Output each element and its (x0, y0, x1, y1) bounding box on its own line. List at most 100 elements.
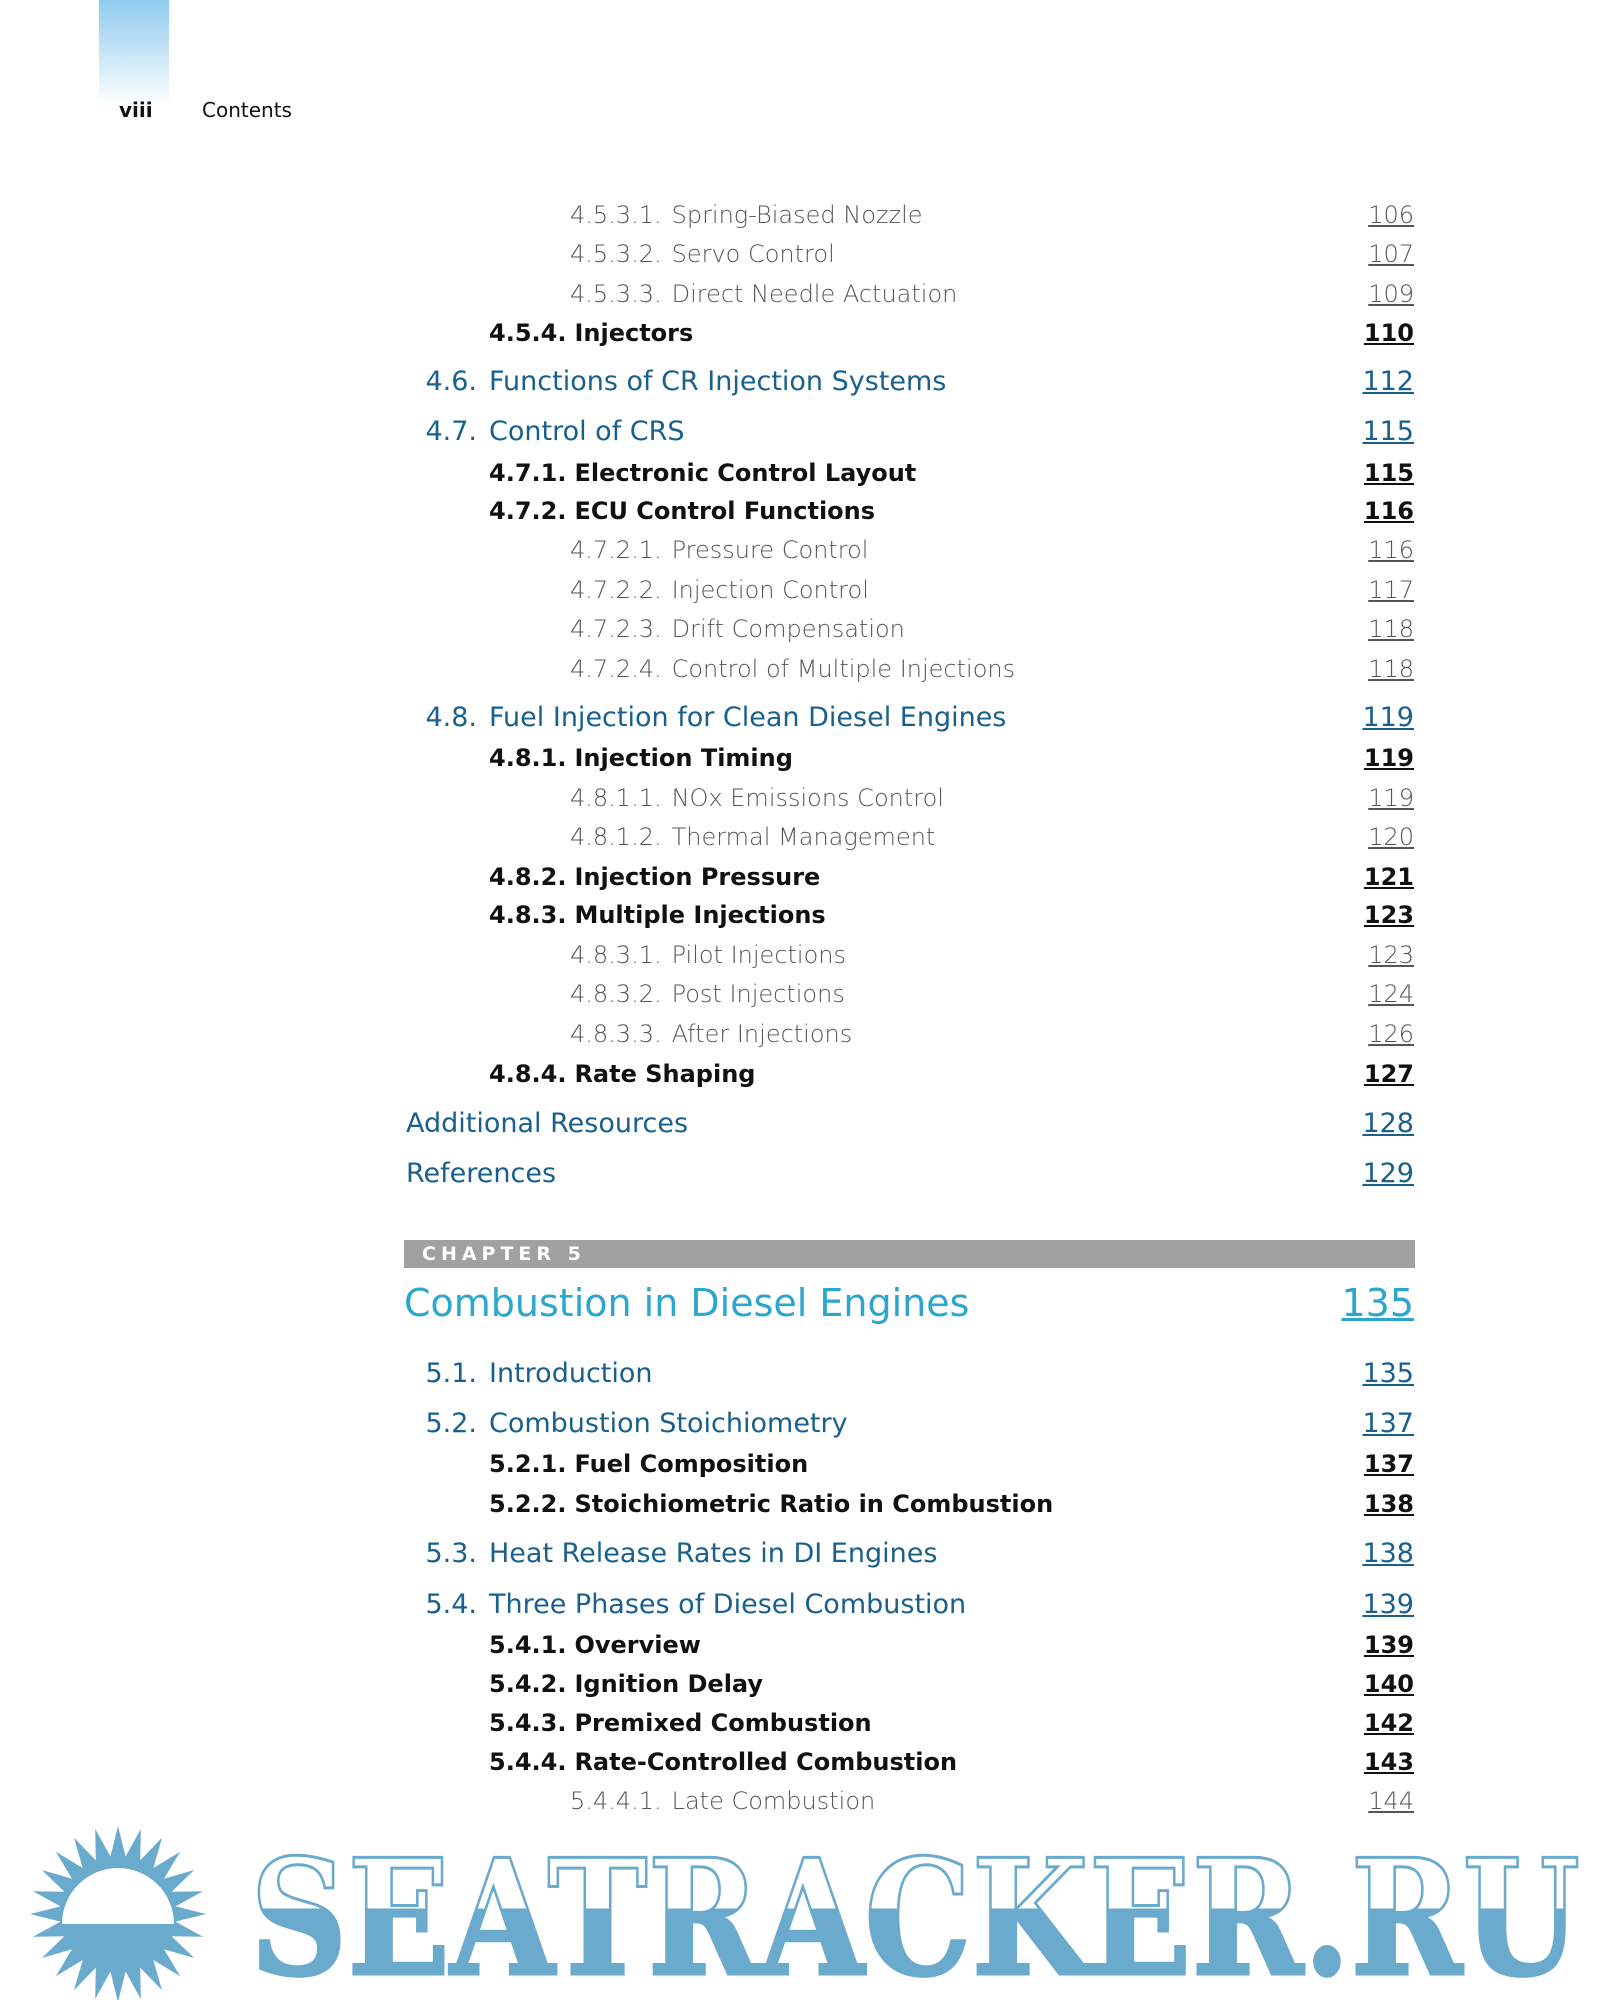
entry-page-link[interactable]: 123 (1368, 941, 1414, 969)
entry-page-link[interactable]: 139 (1363, 1631, 1414, 1659)
entry-number: 4.8.4. (489, 1060, 567, 1088)
toc-entry[interactable]: 4.8.1. Injection Timing 119 (404, 740, 1414, 776)
entry-page-link[interactable]: 129 (1362, 1158, 1414, 1189)
toc-entry[interactable]: 5.4.4. Rate-Controlled Combustion 143 (404, 1744, 1414, 1780)
entry-page-link[interactable]: 118 (1368, 615, 1414, 643)
toc-entry[interactable]: 4.6. Functions of CR Injection Systems 112 (404, 364, 1414, 400)
entry-number: 4.5.3.1. (570, 201, 662, 229)
toc-entry[interactable]: 5.1. Introduction 135 (404, 1356, 1414, 1392)
toc-entry[interactable]: 5.4.3. Premixed Combustion 142 (404, 1705, 1414, 1741)
entry-number: 4.8.3.2. (570, 980, 662, 1008)
entry-page-link[interactable]: 110 (1363, 319, 1414, 347)
toc-entry[interactable]: 4.8.4. Rate Shaping 127 (404, 1056, 1414, 1092)
entry-page-link[interactable]: 144 (1368, 1787, 1414, 1815)
entry-page-link[interactable]: 119 (1363, 744, 1414, 772)
chapter-title-row[interactable]: Combustion in Diesel Engines 135 (404, 1278, 1414, 1328)
entry-title: NOx Emissions Control (671, 784, 944, 812)
toc-entry[interactable]: 4.7.2.1. Pressure Control 116 (404, 532, 1414, 568)
toc-entry[interactable]: 5.4.4.1. Late Combustion 144 (404, 1783, 1414, 1819)
entry-number: 4.8.3.1. (570, 941, 662, 969)
entry-page-link[interactable]: 115 (1362, 416, 1414, 447)
entry-page-link[interactable]: 127 (1363, 1060, 1414, 1088)
entry-page-link[interactable]: 126 (1368, 1020, 1414, 1048)
toc-entry[interactable]: 4.8.3. Multiple Injections 123 (404, 897, 1414, 933)
toc-entry[interactable]: 5.2.1. Fuel Composition 137 (404, 1446, 1414, 1482)
entry-page-link[interactable]: 137 (1362, 1408, 1414, 1439)
entry-page-link[interactable]: 116 (1368, 536, 1414, 564)
entry-page-link[interactable]: 139 (1362, 1589, 1414, 1620)
entry-number: 5.4.2. (489, 1670, 567, 1698)
entry-title: Injection Timing (574, 744, 793, 772)
toc-entry[interactable]: 4.8.3.1. Pilot Injections 123 (404, 937, 1414, 973)
entry-title: References (406, 1158, 557, 1189)
entry-page-link[interactable]: 118 (1368, 655, 1414, 683)
toc-entry[interactable]: 5.4.2. Ignition Delay 140 (404, 1666, 1414, 1702)
entry-page-link[interactable]: 107 (1368, 240, 1414, 268)
entry-page-link[interactable]: 138 (1363, 1490, 1414, 1518)
entry-page-link[interactable]: 128 (1362, 1108, 1414, 1139)
entry-title: Multiple Injections (574, 901, 826, 929)
toc-entry[interactable]: 4.7.1. Electronic Control Layout 115 (404, 455, 1414, 491)
entry-number: 5.4.3. (489, 1709, 567, 1737)
entry-number: 4.8.1.2. (570, 823, 662, 851)
toc-entry[interactable]: 4.7.2.2. Injection Control 117 (404, 572, 1414, 608)
entry-page-link[interactable]: 137 (1363, 1450, 1414, 1478)
entry-title: After Injections (671, 1020, 853, 1048)
toc-entry[interactable]: 4.7. Control of CRS 115 (404, 414, 1414, 450)
toc-entry[interactable]: 4.7.2.3. Drift Compensation 118 (404, 611, 1414, 647)
entry-title: Three Phases of Diesel Combustion (489, 1589, 967, 1620)
toc-entry[interactable]: Additional Resources 128 (404, 1106, 1414, 1142)
toc-entry[interactable]: 4.7.2.4. Control of Multiple Injections 11… (404, 651, 1414, 687)
toc-entry[interactable]: 4.8.3.2. Post Injections 124 (404, 976, 1414, 1012)
entry-page-link[interactable]: 142 (1363, 1709, 1414, 1737)
toc-entry[interactable]: 4.5.3.1. Spring-Biased Nozzle 106 (404, 197, 1414, 233)
toc-entry[interactable]: 5.4. Three Phases of Diesel Combustion 139 (404, 1587, 1414, 1623)
chapter-title: Combustion in Diesel Engines (404, 1281, 970, 1325)
entry-page-link[interactable]: 112 (1362, 366, 1414, 397)
entry-page-link[interactable]: 135 (1362, 1358, 1414, 1389)
entry-number: 4.7.2. (489, 497, 567, 525)
toc-entry[interactable]: 4.8.1.2. Thermal Management 120 (404, 819, 1414, 855)
entry-page-link[interactable]: 106 (1368, 201, 1414, 229)
entry-page-link[interactable]: 119 (1368, 784, 1414, 812)
entry-number: 4.8.1.1. (570, 784, 662, 812)
entry-page-link[interactable]: 123 (1363, 901, 1414, 929)
toc-entry[interactable]: 4.5.4. Injectors 110 (404, 315, 1414, 351)
entry-title: Introduction (489, 1358, 653, 1389)
entry-page-link[interactable]: 120 (1368, 823, 1414, 851)
entry-title: Injection Control (671, 576, 869, 604)
entry-number: 5.4.4. (489, 1748, 567, 1776)
entry-page-link[interactable]: 109 (1368, 280, 1414, 308)
entry-page-link[interactable]: 115 (1363, 459, 1414, 487)
entry-title: Pilot Injections (671, 941, 846, 969)
toc-entry[interactable]: 4.7.2. ECU Control Functions 116 (404, 493, 1414, 529)
chapter-page-link[interactable]: 135 (1341, 1281, 1414, 1325)
entry-page-link[interactable]: 140 (1363, 1670, 1414, 1698)
entry-title: Drift Compensation (671, 615, 905, 643)
entry-page-link[interactable]: 143 (1363, 1748, 1414, 1776)
watermark-text: SEATRACKER.RU (250, 1824, 1580, 2000)
entry-page-link[interactable]: 116 (1363, 497, 1414, 525)
toc-entry[interactable]: 5.2.2. Stoichiometric Ratio in Combustion… (404, 1486, 1414, 1522)
entry-title: Electronic Control Layout (574, 459, 917, 487)
entry-title: Heat Release Rates in DI Engines (489, 1538, 938, 1569)
entry-title: Fuel Injection for Clean Diesel Engines (489, 702, 1007, 733)
toc-entry[interactable]: 5.4.1. Overview 139 (404, 1627, 1414, 1663)
toc-entry[interactable]: 4.8.1.1. NOx Emissions Control 119 (404, 780, 1414, 816)
entry-page-link[interactable]: 117 (1368, 576, 1414, 604)
entry-title: Fuel Composition (574, 1450, 809, 1478)
entry-page-link[interactable]: 138 (1362, 1538, 1414, 1569)
toc-entry[interactable]: 4.8.3.3. After Injections 126 (404, 1016, 1414, 1052)
entry-page-link[interactable]: 119 (1362, 702, 1414, 733)
entry-page-link[interactable]: 121 (1363, 863, 1414, 891)
toc-entry[interactable]: 5.2. Combustion Stoichiometry 137 (404, 1406, 1414, 1442)
toc-entry[interactable]: 4.8. Fuel Injection for Clean Diesel Engi… (404, 700, 1414, 736)
entry-page-link[interactable]: 124 (1368, 980, 1414, 1008)
entry-number: 4.7.2.1. (570, 536, 662, 564)
toc-entry[interactable]: 4.5.3.2. Servo Control 107 (404, 236, 1414, 272)
entry-title: Overview (574, 1631, 701, 1659)
toc-entry[interactable]: 5.3. Heat Release Rates in DI Engines 138 (404, 1536, 1414, 1572)
toc-entry[interactable]: 4.5.3.3. Direct Needle Actuation 109 (404, 276, 1414, 312)
toc-entry[interactable]: 4.8.2. Injection Pressure 121 (404, 859, 1414, 895)
toc-entry[interactable]: References 129 (404, 1156, 1414, 1192)
